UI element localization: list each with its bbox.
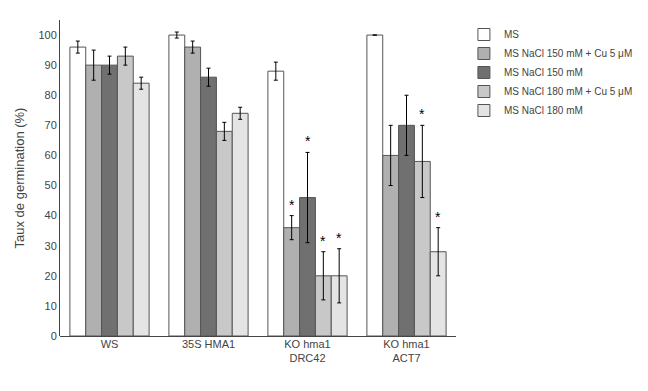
svg-text:MS NaCl 180 mM: MS NaCl 180 mM [504,105,583,116]
svg-text:35S HMA1: 35S HMA1 [182,338,235,350]
svg-text:KO hma1DRC42: KO hma1DRC42 [284,338,330,364]
svg-text:*: * [435,209,441,225]
svg-text:100: 100 [38,29,56,41]
svg-text:70: 70 [45,119,57,131]
svg-text:MS NaCl 150 mM + Cu 5 μM: MS NaCl 150 mM + Cu 5 μM [504,48,632,59]
svg-text:0: 0 [51,330,57,342]
svg-text:40: 40 [45,209,57,221]
svg-text:KO hma1ACT7: KO hma1ACT7 [383,338,429,364]
svg-text:60: 60 [45,149,57,161]
svg-text:90: 90 [45,59,57,71]
svg-text:80: 80 [45,89,57,101]
svg-text:*: * [320,233,326,249]
svg-text:30: 30 [45,240,57,252]
svg-text:*: * [289,197,295,213]
svg-text:50: 50 [45,179,57,191]
svg-text:MS NaCl 180 mM + Cu 5 μM: MS NaCl 180 mM + Cu 5 μM [504,86,632,97]
svg-text:MS NaCl 150 mM: MS NaCl 150 mM [504,67,583,78]
svg-text:*: * [419,106,425,122]
svg-text:*: * [305,133,311,149]
svg-text:Taux de germination (%): Taux de germination (%) [12,108,27,249]
svg-text:20: 20 [45,270,57,282]
svg-text:*: * [336,230,342,246]
svg-text:MS: MS [504,29,519,40]
svg-text:10: 10 [45,300,57,312]
svg-text:WS: WS [101,338,119,350]
